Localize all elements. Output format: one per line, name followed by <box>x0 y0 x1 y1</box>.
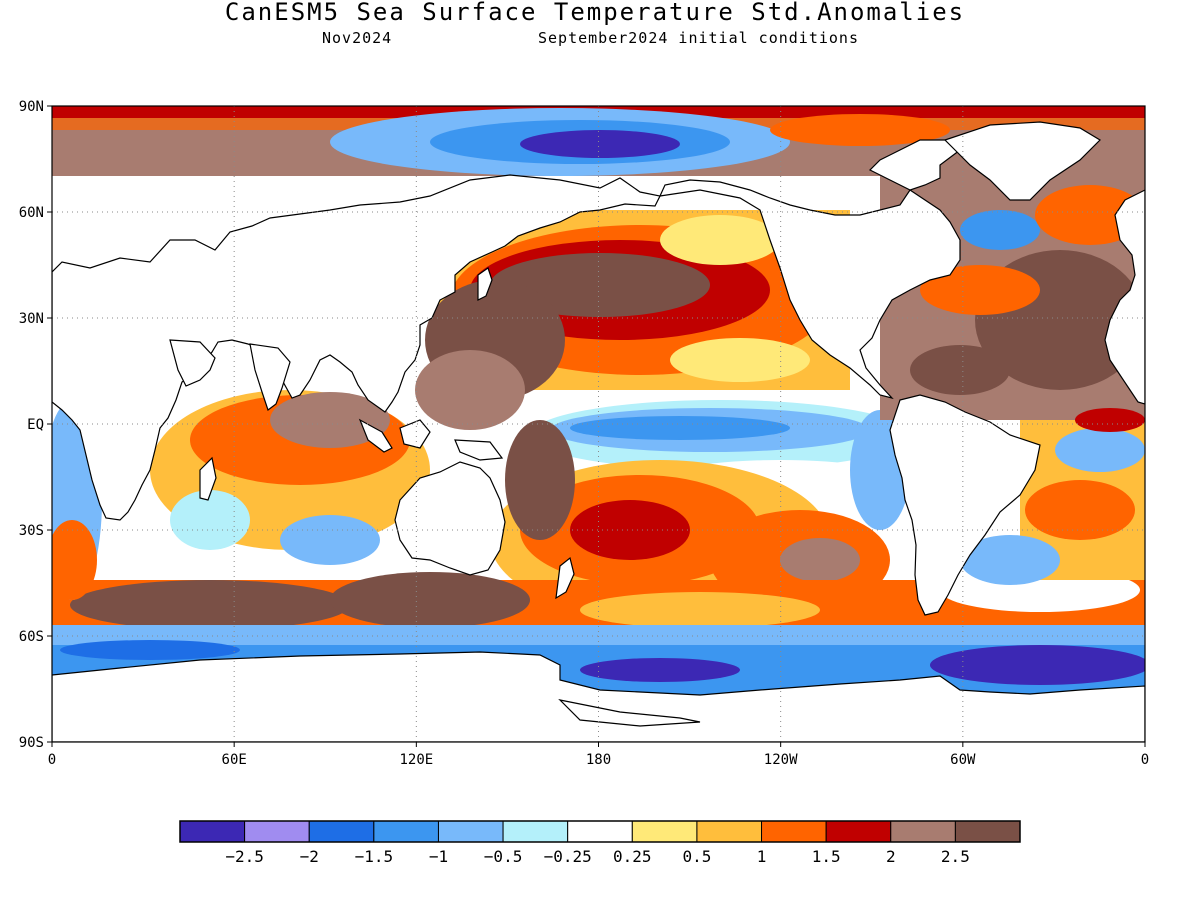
chart-title: CanESM5 Sea Surface Temperature Std.Anom… <box>224 0 966 26</box>
anomaly-region <box>520 130 680 158</box>
anomaly-region <box>1055 428 1145 472</box>
lon-tick-label: 60W <box>950 752 976 768</box>
lat-tick-label: 30N <box>19 311 44 327</box>
anomaly-region <box>52 520 97 600</box>
graticule <box>52 106 1145 742</box>
colorbar-label: 0.25 <box>613 847 652 866</box>
colorbar-swatch <box>761 820 827 843</box>
greenland-landmass <box>943 121 1101 201</box>
land-masses <box>52 121 1145 742</box>
south-america-landmass <box>889 394 1041 616</box>
ross-ice-shelf-landmass <box>558 699 701 727</box>
lon-tick-label: 120E <box>399 752 433 768</box>
anomaly-region <box>1075 408 1145 432</box>
colorbar-label: −2 <box>300 847 319 866</box>
colorbar-swatch <box>631 820 698 843</box>
india-landmass <box>249 343 291 411</box>
colorbar-swatch <box>954 820 1021 843</box>
japan-landmass <box>477 267 493 301</box>
lat-tick-label: 60S <box>19 629 44 645</box>
colorbar-label: 2.5 <box>941 847 970 866</box>
anomaly-region <box>910 345 1010 395</box>
anomaly-region <box>330 572 530 628</box>
colorbar-swatch <box>437 820 504 843</box>
colorbar-swatch <box>696 820 763 843</box>
lat-tick-label: 30S <box>19 523 44 539</box>
lat-tick-label: 90N <box>19 99 44 115</box>
colorbar-swatch <box>308 820 375 843</box>
lon-tick-label: 0 <box>48 752 56 768</box>
anomaly-region <box>70 580 350 630</box>
anomaly-region <box>570 500 690 560</box>
forecast-month: Nov2024 <box>322 29 393 47</box>
anomaly-region <box>570 416 790 440</box>
anomaly-region <box>930 645 1145 685</box>
lat-tick-label: 60N <box>19 205 44 221</box>
colorbar-swatch <box>244 820 310 843</box>
anomaly-region <box>60 640 240 660</box>
anomaly-region <box>920 265 1040 315</box>
latitude-axis: 90N 60N 30N EQ 30S 60S 90S <box>19 99 52 751</box>
sst-anomaly-field <box>52 106 1145 742</box>
eurasia-africa-landmass <box>52 174 661 521</box>
lon-tick-label: 60E <box>222 752 247 768</box>
colorbar-label: −0.5 <box>484 847 523 866</box>
colorbar-swatch <box>890 820 956 843</box>
australia-landmass <box>394 461 506 576</box>
lon-tick-label: 180 <box>586 752 611 768</box>
madagascar-landmass <box>199 456 217 501</box>
anomaly-region <box>780 538 860 582</box>
initial-conditions: September2024 initial conditions <box>538 29 859 47</box>
colorbar-label: 1.5 <box>812 847 841 866</box>
anomaly-region <box>1025 480 1135 540</box>
colorbar-swatch <box>373 820 439 843</box>
anomaly-region <box>170 490 250 550</box>
anomaly-region <box>960 210 1040 250</box>
new-zealand-landmass <box>555 556 575 600</box>
lon-tick-label: 0 <box>1141 752 1149 768</box>
longitude-axis: 0 60E 120E 180 120W 60W 0 <box>48 742 1149 768</box>
colorbar-swatch <box>825 820 892 843</box>
africa-europe-east-landmass <box>1104 189 1145 405</box>
anomaly-region <box>960 535 1060 585</box>
anomaly-region <box>580 592 820 628</box>
colorbar-label: −2.5 <box>225 847 264 866</box>
anomaly-region <box>660 215 780 265</box>
lat-tick-label: EQ <box>27 417 44 433</box>
colorbar-label: −1 <box>429 847 448 866</box>
colorbar: −2.5 −2 −1.5 −1 −0.5 −0.25 0.25 0.5 1 1.5 2 2.5 <box>179 820 1021 866</box>
colorbar-swatch <box>502 820 569 843</box>
colorbar-swatch <box>567 820 633 843</box>
new-guinea-landmass <box>454 439 504 461</box>
anomaly-region <box>505 420 575 540</box>
anomaly-region <box>770 114 950 146</box>
anomaly-region <box>280 515 380 565</box>
anomaly-region <box>580 658 740 682</box>
colorbar-label: −0.25 <box>544 847 592 866</box>
lat-tick-label: 90S <box>19 735 44 751</box>
lon-tick-label: 120W <box>764 752 798 768</box>
colorbar-label: −1.5 <box>355 847 394 866</box>
antarctica-landmass <box>52 651 1145 742</box>
north-america-landmass <box>658 139 961 400</box>
colorbar-frame <box>179 820 1021 843</box>
colorbar-label: 0.5 <box>682 847 711 866</box>
arabia-landmass <box>169 339 216 387</box>
colorbar-label: 2 <box>886 847 896 866</box>
sumatra-landmass <box>358 418 393 453</box>
anomaly-region <box>415 350 525 430</box>
anomaly-region <box>270 392 390 448</box>
colorbar-swatch <box>179 820 246 843</box>
colorbar-label: 1 <box>757 847 767 866</box>
anomaly-region <box>670 338 810 382</box>
